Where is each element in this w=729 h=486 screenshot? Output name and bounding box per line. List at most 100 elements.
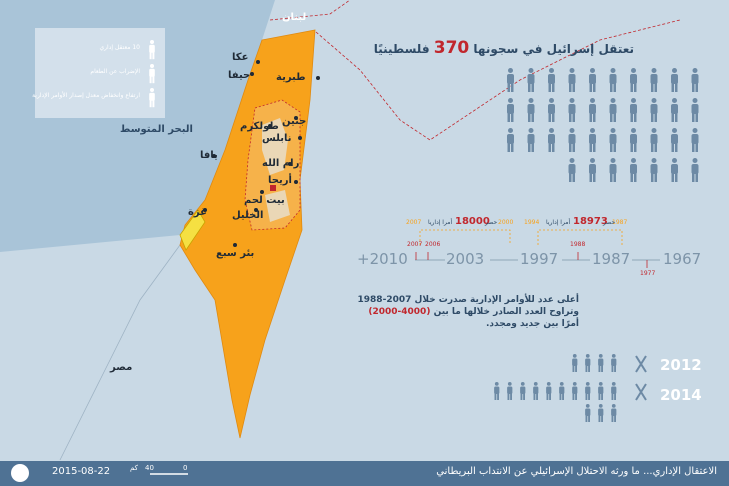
leg — [562, 392, 564, 400]
leg — [549, 392, 551, 400]
head — [692, 128, 698, 133]
body — [589, 134, 596, 144]
leg — [152, 75, 155, 84]
head — [611, 354, 616, 358]
head — [528, 68, 534, 73]
map-label: البحر المتوسط — [120, 124, 193, 135]
body — [691, 164, 699, 174]
person-icon — [650, 158, 658, 182]
leg — [497, 392, 499, 400]
person-icon — [149, 88, 155, 108]
head — [572, 382, 577, 386]
leg — [630, 82, 633, 92]
city-dot — [250, 72, 254, 76]
leg — [634, 112, 637, 122]
year-label: 2014 — [660, 386, 702, 404]
person-icon — [533, 382, 539, 400]
leg — [507, 142, 510, 152]
leg — [511, 82, 514, 92]
logo — [11, 464, 29, 482]
leg — [601, 392, 603, 400]
person-icon — [527, 68, 535, 92]
leg — [671, 82, 674, 92]
person-icon — [630, 68, 637, 92]
person-icon — [507, 382, 513, 400]
head — [508, 128, 513, 133]
hunger-icon — [635, 383, 647, 401]
person-icon — [611, 382, 617, 400]
leg — [692, 82, 695, 92]
map-label: طولكرم — [240, 121, 279, 132]
leg — [598, 392, 601, 400]
headline-text: فلسطينيًا — [373, 42, 430, 56]
range-brackets — [419, 229, 623, 245]
person-icon — [507, 68, 514, 92]
person-icon — [548, 128, 555, 152]
head — [590, 158, 595, 163]
paragraph-line: أعلى عدد للأوامر الإدارية صدرت خلال 2007… — [357, 295, 579, 305]
timeline-marker: 2006 — [425, 241, 441, 248]
person-icon — [609, 158, 617, 182]
city-dot — [254, 208, 258, 212]
leg — [531, 82, 534, 92]
legend-icon — [149, 40, 155, 60]
head — [549, 98, 554, 103]
person-icon — [548, 68, 555, 92]
marker-ticks — [415, 252, 648, 268]
leg — [528, 82, 531, 92]
head — [508, 68, 513, 73]
body — [630, 164, 637, 174]
jerusalem — [270, 185, 276, 191]
leg — [598, 364, 601, 372]
head — [651, 98, 657, 103]
timeline-year: +2010 — [357, 250, 408, 268]
year-label: 2012 — [660, 356, 702, 374]
person-icon — [527, 128, 535, 152]
city-dot — [256, 60, 260, 64]
map-label: نابلس — [262, 133, 292, 144]
body — [527, 104, 535, 114]
body — [671, 74, 678, 84]
head — [508, 98, 513, 103]
body — [650, 134, 658, 144]
person-icon — [671, 128, 678, 152]
person-icon — [589, 98, 596, 122]
legend-item: ارتفاع وانخفاض معدل إصدار الأوامر الإدار… — [32, 92, 140, 99]
map-label: الخليل — [232, 210, 264, 221]
head — [672, 128, 677, 133]
leg — [510, 392, 512, 400]
person-icon — [149, 40, 155, 60]
timeline-year: 2003 — [446, 250, 485, 268]
leg — [152, 51, 155, 60]
person-icon — [589, 68, 596, 92]
city-dot — [298, 136, 302, 140]
leg — [531, 142, 534, 152]
leg — [654, 142, 657, 152]
head — [569, 68, 575, 73]
leg — [634, 172, 637, 182]
leg — [528, 142, 531, 152]
headline-number: 370 — [433, 38, 470, 58]
head — [569, 98, 575, 103]
leg — [610, 82, 613, 92]
leg — [598, 414, 601, 422]
body — [520, 386, 526, 394]
person-icon — [691, 128, 699, 152]
range-count: 18000 — [455, 216, 490, 227]
body — [650, 104, 658, 114]
head — [520, 382, 525, 386]
body — [149, 68, 155, 77]
head — [672, 98, 677, 103]
leg — [611, 392, 614, 400]
leg — [511, 142, 514, 152]
leg — [651, 142, 654, 152]
head — [546, 382, 551, 386]
leg — [149, 75, 152, 84]
map-label: غزة — [188, 207, 207, 218]
paragraph: أعلى عدد للأوامر الإدارية صدرت خلال 2007… — [358, 294, 579, 330]
head — [692, 98, 698, 103]
body — [585, 408, 591, 416]
leg — [585, 414, 588, 422]
body — [149, 92, 155, 101]
